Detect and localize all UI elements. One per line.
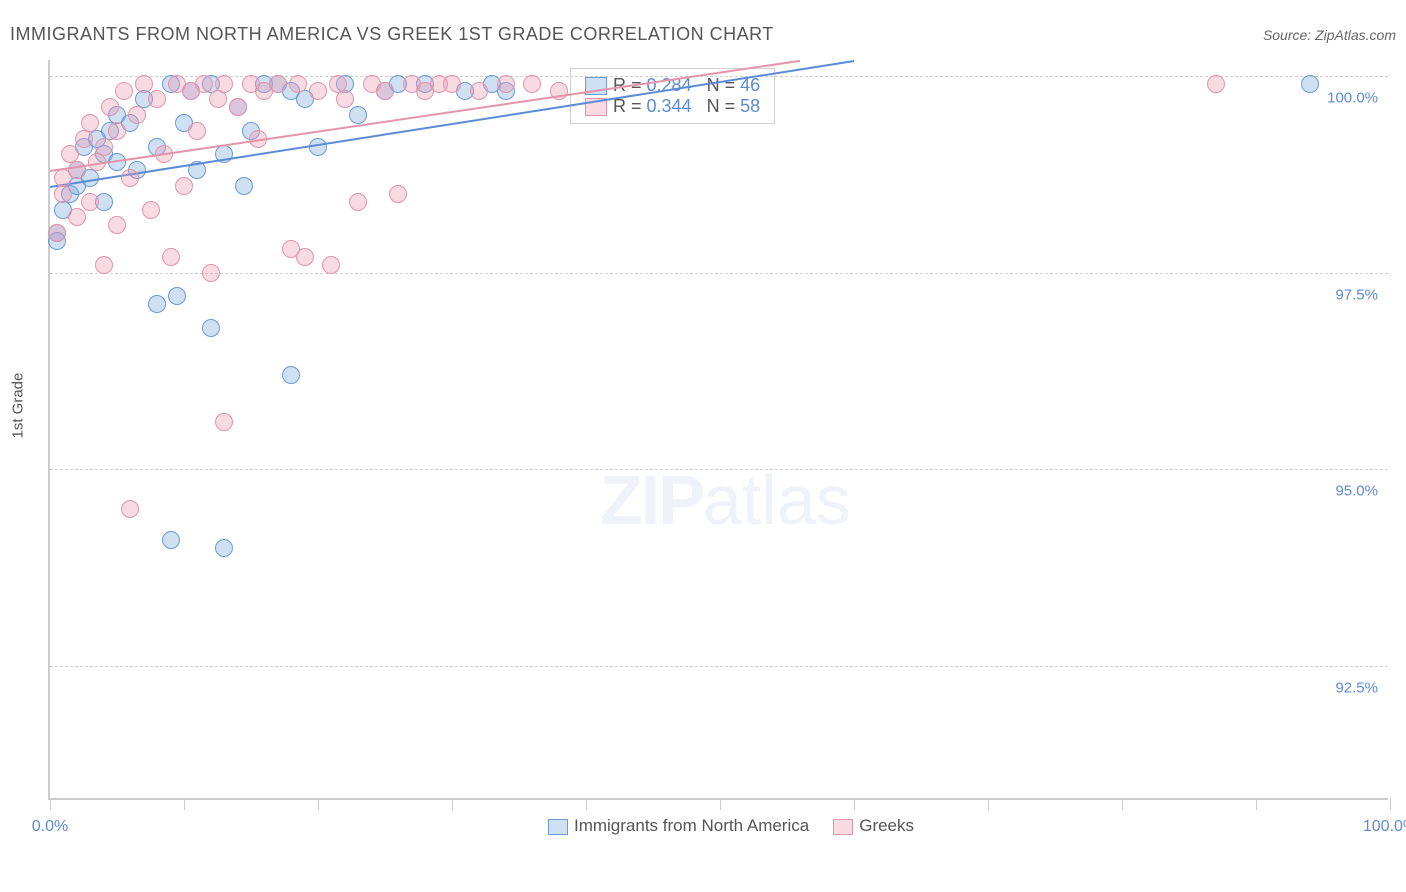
x-tick: [184, 798, 185, 810]
x-tick: [452, 798, 453, 810]
data-point: [289, 75, 307, 93]
legend-label: Greeks: [859, 816, 914, 835]
x-tick: [988, 798, 989, 810]
data-point: [148, 295, 166, 313]
data-point: [1301, 75, 1319, 93]
data-point: [269, 75, 287, 93]
data-point: [349, 106, 367, 124]
x-tick: [720, 798, 721, 810]
data-point: [108, 122, 126, 140]
data-point: [215, 413, 233, 431]
data-point: [1207, 75, 1225, 93]
data-point: [95, 138, 113, 156]
data-point: [115, 82, 133, 100]
data-point: [162, 248, 180, 266]
data-point: [470, 82, 488, 100]
x-tick: [1390, 798, 1391, 810]
gridline: [50, 273, 1388, 274]
data-point: [376, 82, 394, 100]
data-point: [135, 75, 153, 93]
data-point: [121, 169, 139, 187]
legend: Immigrants from North America Greeks: [50, 816, 1388, 836]
x-tick-label: 100.0%: [1363, 818, 1406, 836]
data-point: [389, 185, 407, 203]
data-point: [68, 208, 86, 226]
data-point: [202, 264, 220, 282]
data-point: [75, 130, 93, 148]
legend-swatch: [548, 819, 568, 835]
plot-area: ZIPatlas R = 0.284 N = 46R = 0.344 N = 5…: [48, 60, 1388, 800]
data-point: [188, 122, 206, 140]
y-axis-label: 1st Grade: [10, 373, 27, 439]
data-point: [81, 114, 99, 132]
data-point: [68, 161, 86, 179]
data-point: [95, 256, 113, 274]
data-point: [309, 82, 327, 100]
y-tick-label: 97.5%: [1335, 286, 1378, 303]
data-point: [497, 75, 515, 93]
data-point: [54, 185, 72, 203]
data-point: [215, 539, 233, 557]
data-point: [322, 256, 340, 274]
x-tick: [586, 798, 587, 810]
data-point: [142, 201, 160, 219]
data-point: [81, 193, 99, 211]
x-tick: [318, 798, 319, 810]
x-tick: [854, 798, 855, 810]
data-point: [162, 531, 180, 549]
gridline: [50, 469, 1388, 470]
legend-label: Immigrants from North America: [574, 816, 809, 835]
data-point: [215, 75, 233, 93]
data-point: [202, 319, 220, 337]
data-point: [48, 224, 66, 242]
legend-swatch: [833, 819, 853, 835]
data-point: [282, 366, 300, 384]
data-point: [128, 106, 146, 124]
data-point: [175, 177, 193, 195]
x-tick: [50, 798, 51, 810]
gridline: [50, 666, 1388, 667]
data-point: [523, 75, 541, 93]
data-point: [195, 75, 213, 93]
watermark: ZIPatlas: [600, 460, 851, 540]
data-point: [168, 287, 186, 305]
data-point: [443, 75, 461, 93]
y-tick-label: 92.5%: [1335, 680, 1378, 697]
x-tick-label: 0.0%: [32, 818, 68, 836]
data-point: [148, 90, 166, 108]
data-point: [121, 500, 139, 518]
source-label: Source: ZipAtlas.com: [1263, 27, 1396, 43]
data-point: [108, 216, 126, 234]
data-point: [101, 98, 119, 116]
data-point: [336, 90, 354, 108]
data-point: [229, 98, 247, 116]
x-tick: [1122, 798, 1123, 810]
data-point: [209, 90, 227, 108]
data-point: [235, 177, 253, 195]
data-point: [296, 248, 314, 266]
x-tick: [1256, 798, 1257, 810]
data-point: [349, 193, 367, 211]
y-tick-label: 95.0%: [1335, 483, 1378, 500]
chart-title: IMMIGRANTS FROM NORTH AMERICA VS GREEK 1…: [10, 24, 774, 45]
y-tick-label: 100.0%: [1327, 89, 1378, 106]
